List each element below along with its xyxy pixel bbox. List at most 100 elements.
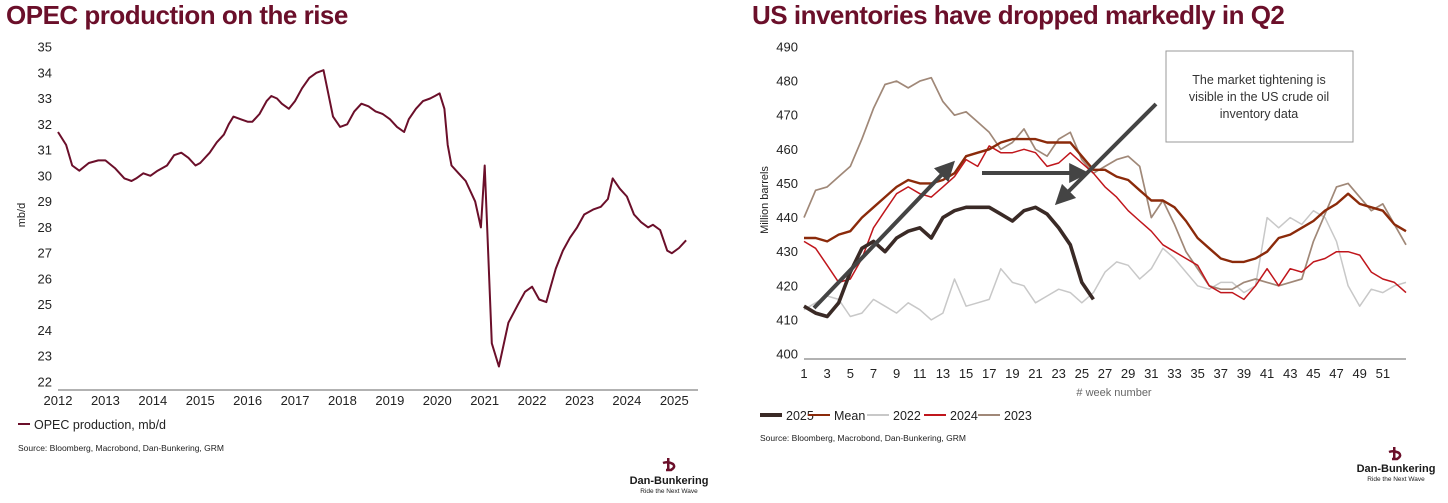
x-tick-label: 47 [1329,366,1343,381]
x-tick-label: 1 [800,366,807,381]
x-tick-label: 2023 [565,393,594,408]
chart-legend: 2025 Mean 2022 2024 2023 [760,409,1032,423]
x-tick-label: 25 [1075,366,1089,381]
y-tick-label: 30 [38,168,52,183]
x-tick-label: 51 [1376,366,1390,381]
x-tick-label: 2018 [328,393,357,408]
series-line-opec [57,69,687,368]
x-axis-title: # week number [1076,387,1152,399]
y-tick-label: 26 [38,271,52,286]
y-tick-label: 420 [776,278,798,293]
x-tick-label: 29 [1121,366,1135,381]
logo-tagline: Ride the Next Wave [1367,476,1425,483]
y-tick-label: 430 [776,244,798,259]
y-tick-label: 480 [776,74,798,89]
x-tick-label: 41 [1260,366,1274,381]
arrow-rise [812,160,955,310]
x-tick-label: 15 [959,366,973,381]
dan-bunkering-logo: Dan-Bunkering Ride the Next Wave [630,458,709,495]
x-tick-label: 2025 [660,393,689,408]
x-tick-label: 33 [1167,366,1181,381]
annotation-line: visible in the US crude oil [1189,90,1329,104]
y-tick-label: 32 [38,117,52,132]
y-tick-label: 24 [38,323,52,338]
x-tick-label: 35 [1190,366,1204,381]
y-tick-label: 490 [776,40,798,55]
x-tick-label: 13 [936,366,950,381]
legend-label-2022: 2022 [893,409,921,423]
x-tick-label: 9 [893,366,900,381]
y-tick-label: 400 [776,347,798,362]
series-line-2023 [803,76,1407,291]
y-tick-label: 410 [776,312,798,327]
x-tick-label: 2020 [423,393,452,408]
x-tick-label: 27 [1098,366,1112,381]
logo-mark-icon [662,458,676,472]
y-tick-label: 29 [38,194,52,209]
legend-label-2024: 2024 [950,409,978,423]
annotation-line: inventory data [1220,107,1299,121]
annotation-box: The market tightening is visible in the … [1165,50,1354,143]
logo-mark-icon [1388,447,1402,461]
source-note: Source: Bloomberg, Macrobond, Dan-Bunker… [18,443,224,453]
x-tick-label: 2015 [186,393,215,408]
logo-tagline: Ride the Next Wave [640,488,698,495]
y-tick-label: 25 [38,297,52,312]
opec-chart-title: OPEC production on the rise [6,0,348,30]
x-tick-label: 2012 [44,393,73,408]
logo-name: Dan-Bunkering [630,475,709,487]
arrow-drop [1054,102,1158,206]
y-tick-label: 23 [38,349,52,364]
y-tick-label: 34 [38,65,52,80]
y-tick-label: 470 [776,108,798,123]
y-tick-label: 28 [38,220,52,235]
x-tick-label: 3 [824,366,831,381]
source-note: Source: Bloomberg, Macrobond, Dan-Bunker… [760,433,966,443]
annotation-arrows [812,102,1158,310]
x-tick-label: 37 [1214,366,1228,381]
x-tick-label: 2016 [233,393,262,408]
series-line-mean [804,137,1407,264]
annotation-line: The market tightening is [1192,73,1325,87]
x-tick-label: 5 [847,366,854,381]
series-line-2024 [803,145,1407,301]
opec-panel: OPEC production on the rise 22 23 24 25 26 27… [6,0,709,496]
y-tick-label: 460 [776,142,798,157]
x-tick-label: 2021 [470,393,499,408]
x-tick-label: 23 [1051,366,1065,381]
y-tick-label: 35 [38,40,52,55]
x-tick-label: 45 [1306,366,1320,381]
x-tick-label: 49 [1352,366,1366,381]
series-line-2025 [803,205,1095,319]
y-tick-label: 33 [38,91,52,106]
dan-bunkering-logo: Dan-Bunkering Ride the Next Wave [1357,447,1436,483]
x-tick-label: 19 [1005,366,1019,381]
y-tick-label: 450 [776,176,798,191]
us-inventories-panel: US inventories have dropped markedly in … [724,0,1448,503]
legend-label-2025: 2025 [786,409,814,423]
logo-name: Dan-Bunkering [1357,463,1436,475]
opec-chart: 22 23 24 25 26 27 28 29 30 31 32 33 34 35 2012 2013 201… [16,40,709,496]
y-tick-label: 440 [776,210,798,225]
y-tick-label: 22 [38,375,52,390]
x-tick-label: 2022 [518,393,547,408]
x-tick-label: 2014 [138,393,167,408]
y-tick-label: 27 [38,246,52,261]
legend-label-mean: Mean [834,409,865,423]
x-tick-label: 2013 [91,393,120,408]
inventories-chart-title: US inventories have dropped markedly in … [752,0,1285,30]
y-axis-title: mb/d [16,203,28,227]
x-tick-label: 31 [1144,366,1158,381]
x-tick-label: 2017 [281,393,310,408]
x-tick-label: 7 [870,366,877,381]
series-line-2022 [803,209,1407,321]
x-tick-label: 39 [1237,366,1251,381]
x-tick-label: 21 [1028,366,1042,381]
x-tick-label: 17 [982,366,996,381]
y-axis-title: Million barrels [759,166,771,234]
chart-legend: OPEC production, mb/d [18,418,166,432]
x-tick-label: 2019 [375,393,404,408]
legend-label-2023: 2023 [1004,409,1032,423]
x-tick-label: 43 [1283,366,1297,381]
